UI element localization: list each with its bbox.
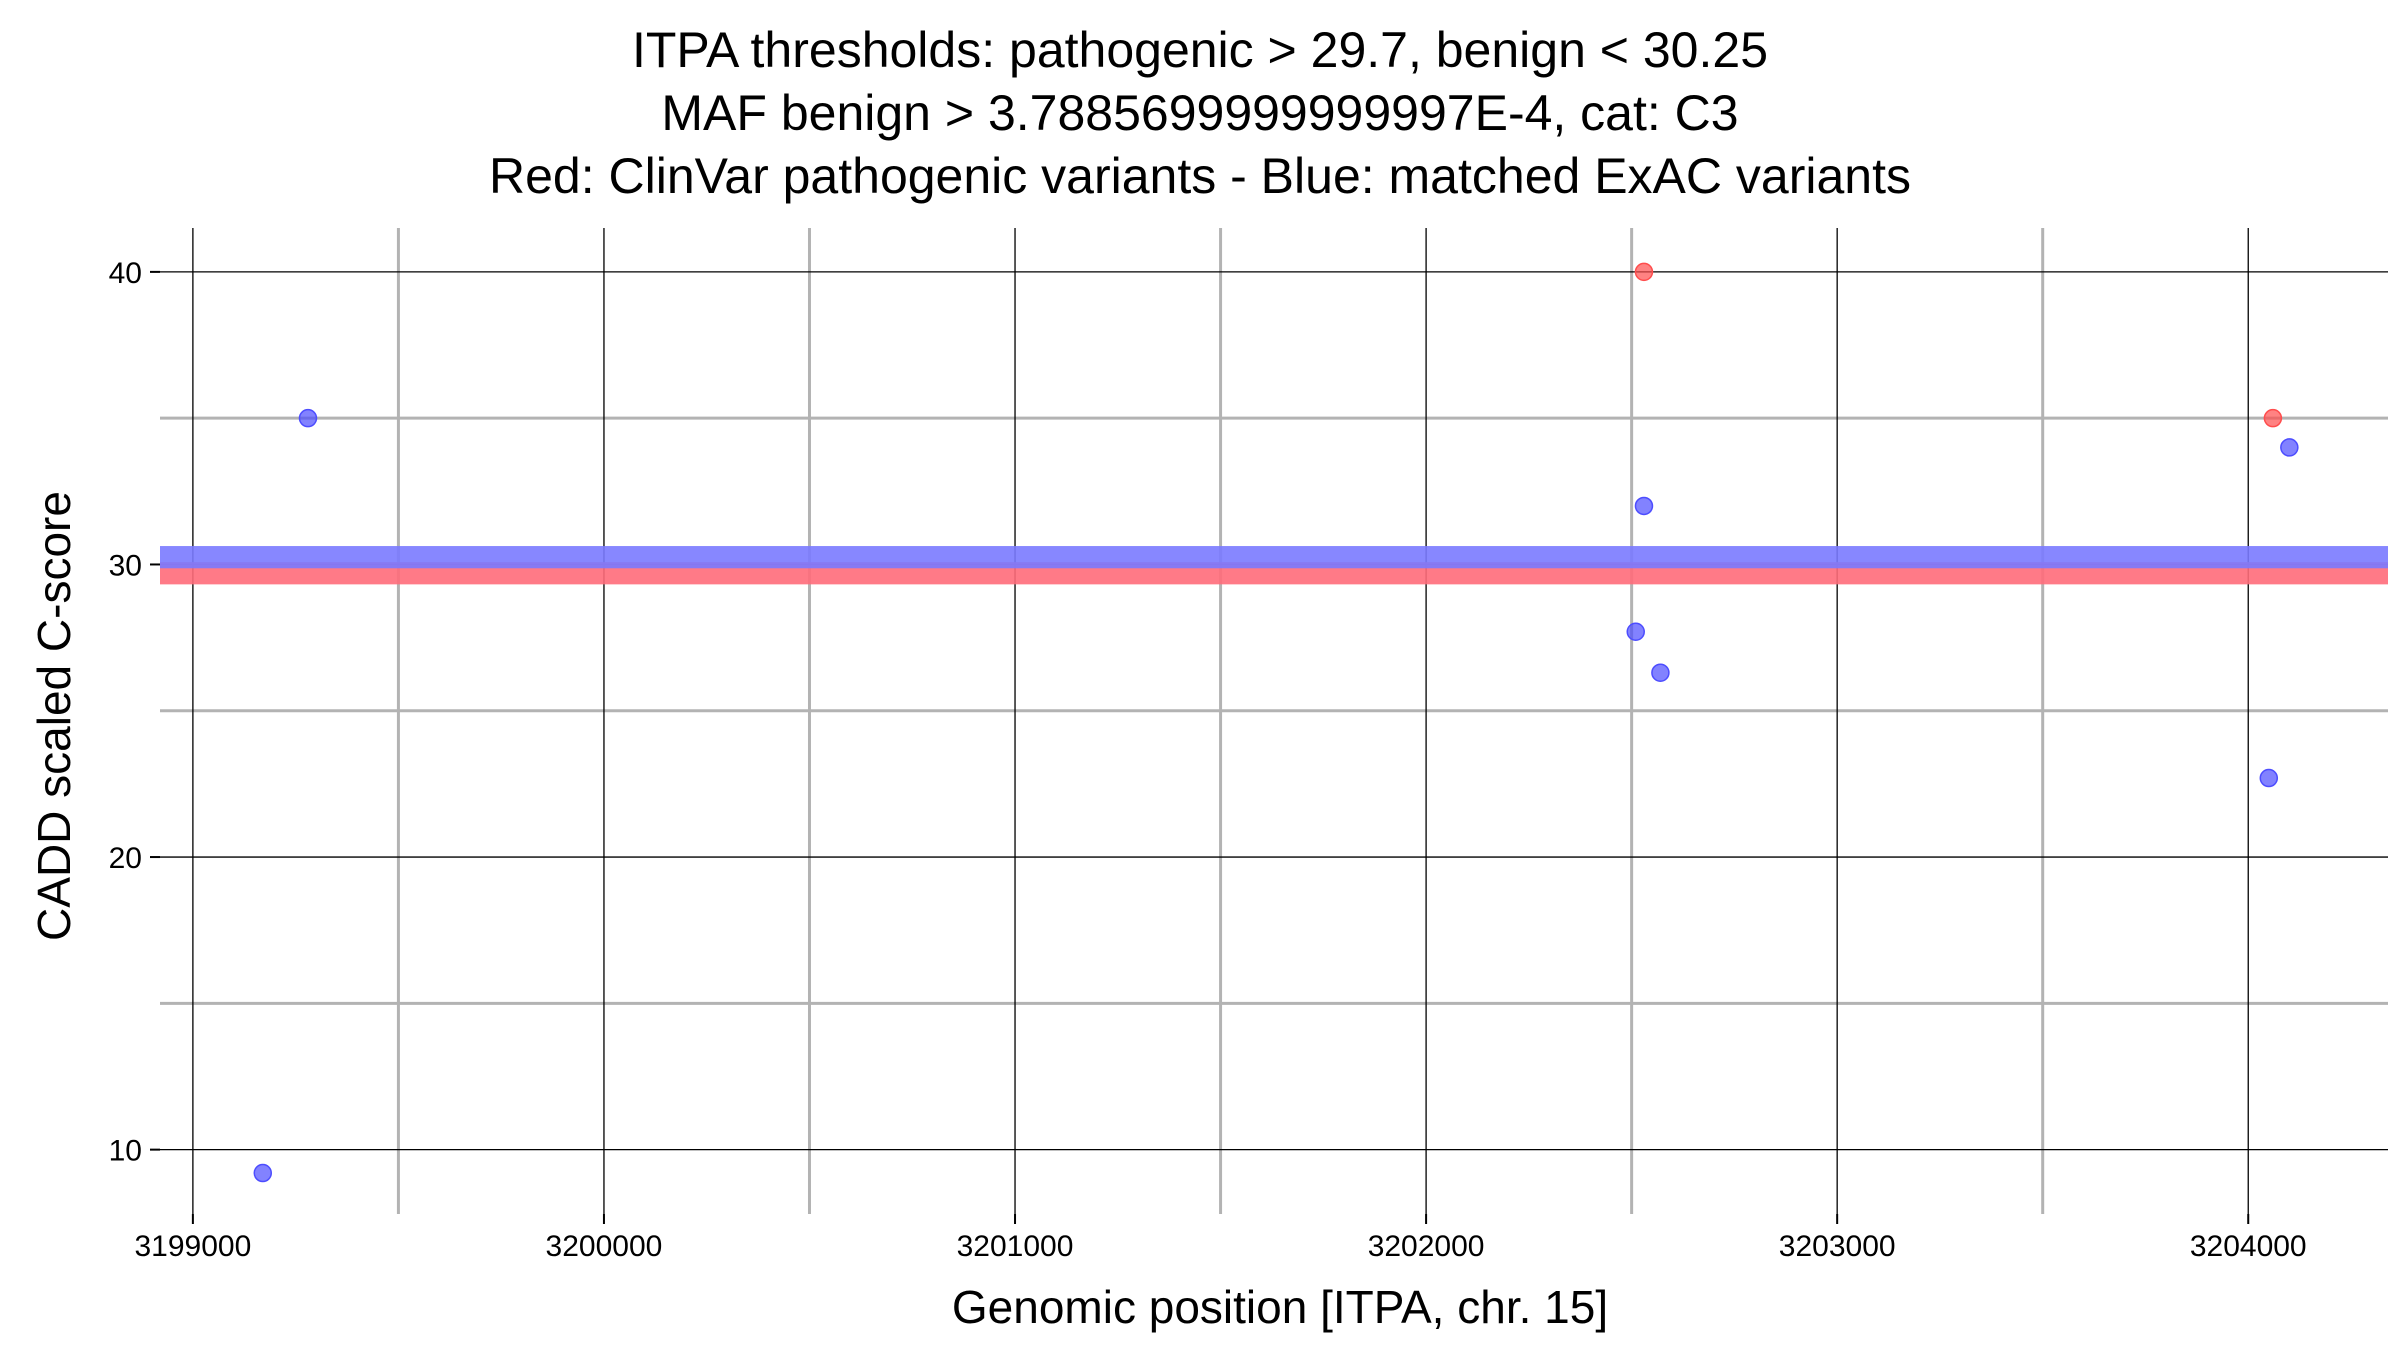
exac-point bbox=[2259, 768, 2279, 788]
y-tick-label: 10 bbox=[109, 1135, 142, 1168]
y-tick-label: 40 bbox=[109, 257, 142, 290]
clinvar-point bbox=[1634, 262, 1654, 282]
exac-point bbox=[1651, 663, 1670, 682]
x-tick-label: 3202000 bbox=[1368, 1230, 1485, 1263]
x-axis-title: Genomic position [ITPA, chr. 15] bbox=[952, 1281, 1608, 1333]
exac-point bbox=[298, 408, 318, 428]
exac-point bbox=[1634, 496, 1654, 516]
exac-point bbox=[2280, 438, 2299, 457]
x-tick-label: 3201000 bbox=[957, 1230, 1074, 1263]
chart-title-line-1: ITPA thresholds: pathogenic > 29.7, beni… bbox=[631, 22, 1768, 78]
exac-point bbox=[1626, 622, 1645, 642]
data-points bbox=[253, 262, 2299, 1183]
threshold-bands bbox=[160, 546, 2388, 585]
chart-title-line-3: Red: ClinVar pathogenic variants - Blue:… bbox=[489, 148, 1911, 204]
axes: 3199000 3200000 3201000 3202000 3203000 32040… bbox=[109, 257, 2307, 1263]
x-tick-label: 3204000 bbox=[2190, 1230, 2307, 1263]
y-axis-title: CADD scaled C-score bbox=[28, 491, 80, 941]
x-tick-label: 3200000 bbox=[546, 1230, 663, 1263]
x-tick-label: 3203000 bbox=[1779, 1230, 1896, 1263]
x-tick-label: 3199000 bbox=[134, 1230, 251, 1263]
clinvar-point bbox=[2263, 408, 2283, 428]
minor-gridlines bbox=[160, 228, 2388, 1214]
chart-title-line-2: MAF benign > 3.7885699999999997E-4, cat:… bbox=[661, 85, 1739, 141]
major-gridlines bbox=[160, 228, 2388, 1214]
threshold-band-benign bbox=[160, 546, 2388, 569]
y-tick-label: 30 bbox=[109, 549, 142, 582]
exac-point bbox=[253, 1163, 273, 1183]
y-tick-label: 20 bbox=[109, 842, 142, 875]
